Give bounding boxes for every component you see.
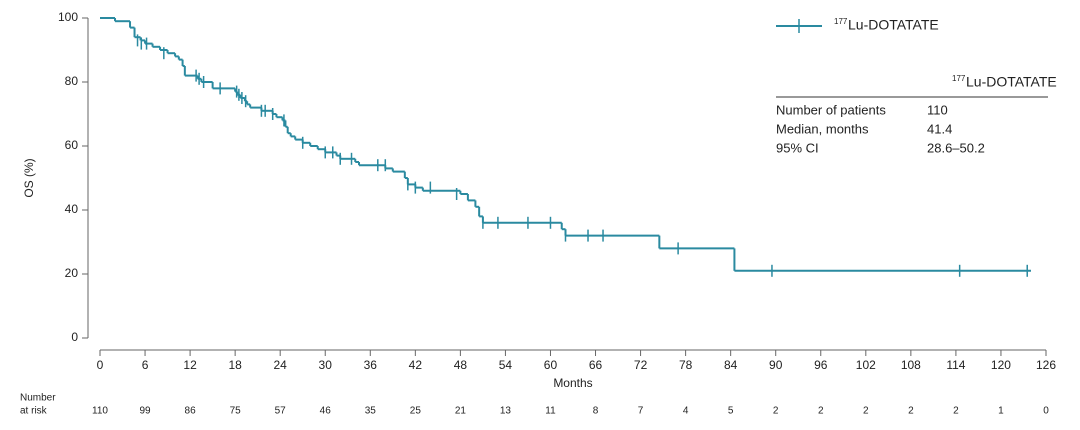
table-cell: Median, months (776, 121, 869, 136)
x-tick-label: 36 (364, 358, 378, 372)
risk-value: 0 (1043, 406, 1049, 417)
risk-value: 13 (500, 406, 512, 417)
risk-value: 35 (365, 406, 377, 417)
table-cell: 110 (927, 102, 948, 117)
x-tick-label: 48 (454, 358, 468, 372)
risk-value: 2 (908, 406, 914, 417)
y-tick-label: 40 (65, 202, 79, 216)
risk-label: Number (20, 393, 56, 404)
x-tick-label: 78 (679, 358, 693, 372)
risk-value: 2 (863, 406, 869, 417)
risk-value: 2 (773, 406, 779, 417)
x-tick-label: 54 (499, 358, 513, 372)
risk-value: 75 (230, 406, 242, 417)
risk-value: 46 (320, 406, 332, 417)
x-tick-label: 102 (856, 358, 876, 372)
x-tick-label: 0 (97, 358, 104, 372)
y-tick-label: 60 (65, 138, 79, 152)
x-tick-label: 108 (901, 358, 921, 372)
risk-value: 25 (410, 406, 422, 417)
risk-value: 2 (953, 406, 959, 417)
risk-value: 86 (185, 406, 197, 417)
risk-value: 4 (683, 406, 689, 417)
risk-value: 110 (92, 406, 108, 417)
risk-value: 8 (593, 406, 599, 417)
risk-value: 5 (728, 406, 734, 417)
x-tick-label: 24 (274, 358, 288, 372)
risk-value: 1 (998, 406, 1004, 417)
risk-value: 99 (139, 406, 151, 417)
y-tick-label: 20 (65, 266, 79, 280)
x-tick-label: 126 (1036, 358, 1056, 372)
risk-value: 2 (818, 406, 824, 417)
table-header: Lu-DOTATATE (966, 74, 1057, 90)
table-cell: 28.6–50.2 (927, 140, 985, 155)
x-tick-label: 96 (814, 358, 828, 372)
x-tick-label: 72 (634, 358, 648, 372)
x-tick-label: 18 (228, 358, 242, 372)
y-tick-label: 80 (65, 74, 79, 88)
risk-value: 11 (545, 406, 556, 417)
x-tick-label: 90 (769, 358, 783, 372)
x-axis-label: Months (553, 376, 592, 390)
x-tick-label: 42 (409, 358, 423, 372)
risk-value: 57 (275, 406, 287, 417)
table-cell: Number of patients (776, 102, 886, 117)
y-axis-label: OS (%) (22, 158, 36, 197)
legend-label: Lu-DOTATATE (848, 17, 939, 33)
risk-value: 7 (638, 406, 644, 417)
y-tick-label: 0 (71, 330, 78, 344)
table-cell: 95% CI (776, 140, 819, 155)
x-tick-label: 114 (946, 358, 965, 372)
x-tick-label: 60 (544, 358, 558, 372)
x-tick-label: 84 (724, 358, 738, 372)
x-tick-label: 120 (991, 358, 1011, 372)
legend-superscript: 177 (834, 17, 848, 26)
x-tick-label: 66 (589, 358, 603, 372)
risk-value: 21 (455, 406, 467, 417)
table-cell: 41.4 (927, 121, 952, 136)
x-tick-label: 12 (183, 358, 197, 372)
x-tick-label: 30 (319, 358, 333, 372)
y-tick-label: 100 (58, 10, 78, 24)
risk-label: at risk (20, 406, 48, 417)
x-tick-label: 6 (142, 358, 149, 372)
table-header-superscript: 177 (952, 74, 966, 83)
